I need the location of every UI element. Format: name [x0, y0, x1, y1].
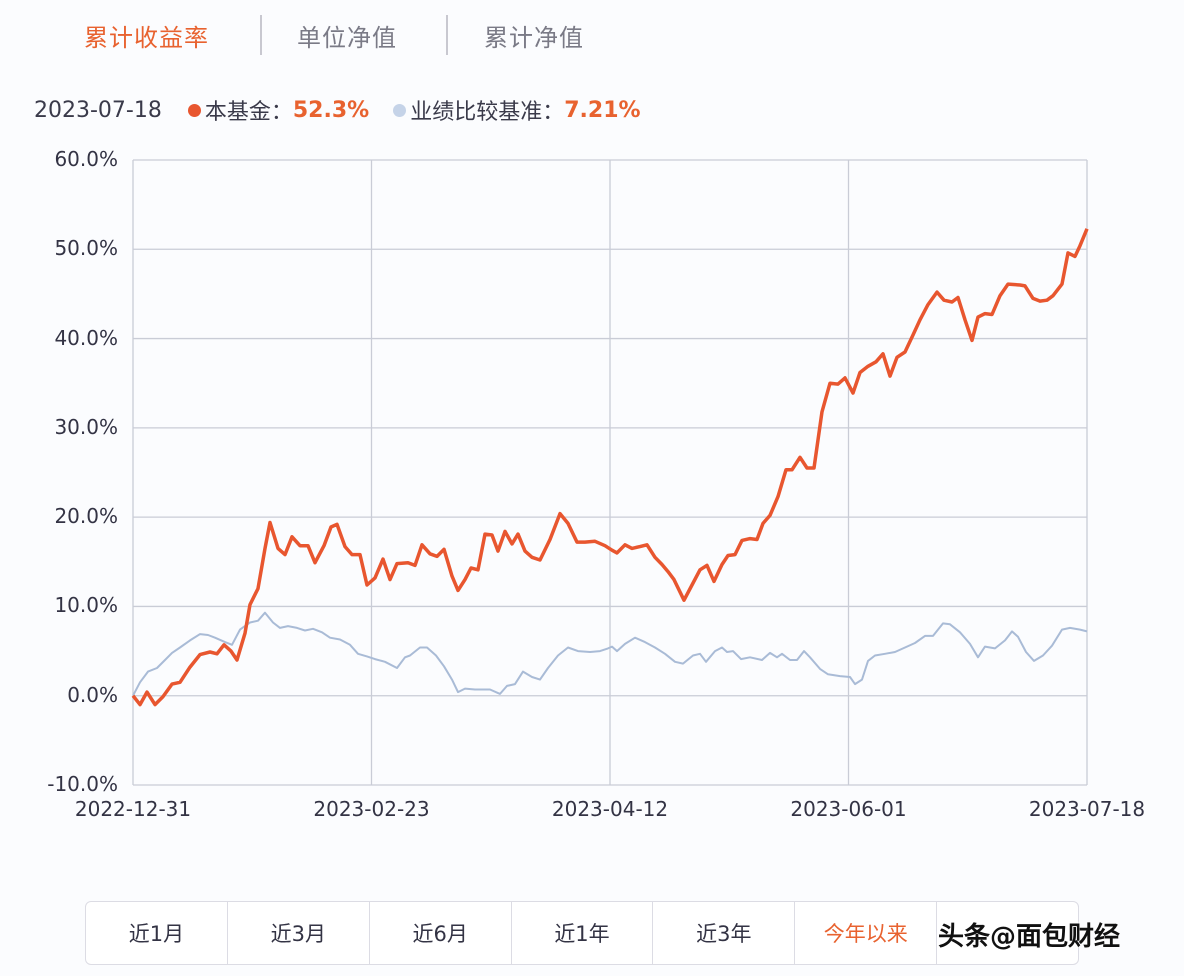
time-range-selector: 近1月 近3月 近6月 近1年 近3年 今年以来: [85, 901, 1079, 965]
tab-cumulative-return[interactable]: 累计收益率: [84, 24, 209, 52]
watermark: 头条@面包财经: [938, 922, 1121, 952]
y-tick-label: 0.0%: [67, 682, 118, 707]
range-1-year-button[interactable]: 近1年: [512, 902, 654, 964]
x-tick-label: 2022-12-31: [74, 797, 192, 821]
range-6-months-button[interactable]: 近6月: [370, 902, 512, 964]
y-tick-label: 40.0%: [54, 325, 118, 350]
fund-dot-icon: [187, 103, 201, 117]
chart-grid: [132, 159, 1088, 786]
benchmark-dot-icon: [393, 103, 407, 117]
legend-date: 2023-07-18: [34, 97, 162, 123]
benchmark-label: 业绩比较基准：: [410, 100, 565, 125]
chart-legend: 2023-07-18 本基金： 52.3% 业绩比较基准： 7.21%: [34, 94, 665, 126]
range-ytd-button[interactable]: 今年以来: [795, 902, 938, 964]
y-tick-label: 20.0%: [54, 504, 118, 529]
x-tick-label: 2023-06-01: [790, 797, 907, 821]
y-tick-label: 10.0%: [54, 593, 118, 618]
range-3-months-button[interactable]: 近3月: [228, 902, 370, 964]
tab-divider: [446, 15, 448, 55]
benchmark-value: 7.21%: [564, 97, 641, 123]
y-tick-label: -10.0%: [47, 772, 118, 796]
range-1-month-button[interactable]: 近1月: [86, 902, 228, 964]
y-tick-label: 60.0%: [54, 147, 118, 171]
fund-line: [131, 228, 1089, 707]
range-3-years-button[interactable]: 近3年: [653, 902, 796, 964]
fund-label: 本基金：: [204, 100, 293, 125]
x-tick-label: 2023-04-12: [551, 797, 669, 821]
tab-unit-nav[interactable]: 单位净值: [297, 24, 397, 52]
benchmark-line: [132, 611, 1088, 697]
y-tick-label: 50.0%: [54, 236, 118, 261]
x-tick-label: 2023-07-18: [1028, 797, 1146, 821]
y-tick-label: 30.0%: [54, 414, 118, 439]
tab-divider: [260, 15, 262, 55]
x-tick-label: 2023-02-23: [313, 797, 430, 821]
tab-cumulative-nav[interactable]: 累计净值: [484, 24, 584, 52]
chart-type-tabs: 累计收益率 单位净值 累计净值: [0, 0, 1184, 76]
fund-value: 52.3%: [292, 97, 370, 123]
